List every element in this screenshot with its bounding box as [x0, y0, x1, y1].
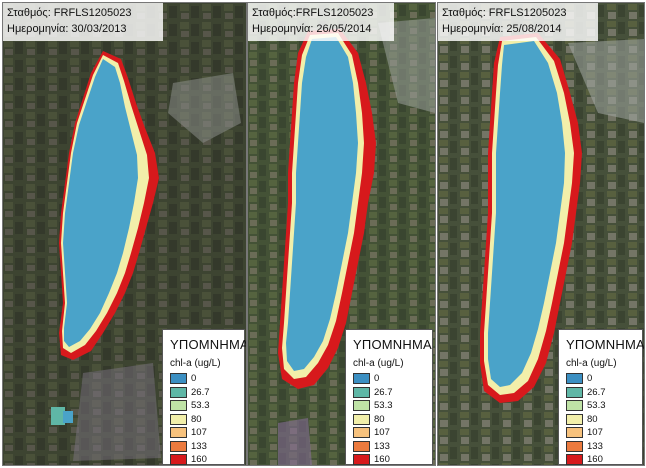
- legend-label: 0: [587, 373, 593, 385]
- lake-water: [63, 59, 138, 347]
- legend-row: 53.3: [346, 399, 432, 413]
- map-panel-3: Σταθμός: FRFLS1205023 Ημερομηνία: 25/08/…: [437, 2, 645, 466]
- legend-row: 26.7: [163, 386, 244, 400]
- legend-swatch: [566, 373, 583, 385]
- legend-row: 160: [346, 453, 432, 466]
- map-header-1: Σταθμός: FRFLS1205023 Ημερομηνία: 30/03/…: [3, 3, 163, 41]
- map-header-2: Σταθμός:FRFLS1205023 Ημερομηνία: 26/05/2…: [248, 3, 394, 41]
- map-panel-2: Σταθμός:FRFLS1205023 Ημερομηνία: 26/05/2…: [247, 2, 436, 466]
- legend-swatch: [353, 454, 370, 465]
- legend-row: 160: [559, 453, 642, 466]
- legend-swatch: [170, 454, 187, 465]
- legend-swatch: [353, 373, 370, 385]
- legend-swatch: [566, 454, 583, 465]
- legend-row: 133: [346, 440, 432, 454]
- legend-label: 107: [587, 427, 603, 439]
- legend-swatch: [353, 400, 370, 412]
- legend-label: 160: [374, 454, 390, 466]
- legend-swatch: [566, 427, 583, 439]
- rocky-area: [73, 363, 161, 461]
- legend-swatch: [353, 386, 370, 398]
- legend-swatch: [353, 440, 370, 452]
- legend-subtitle: chl-a (ug/L): [353, 358, 404, 369]
- legend-label: 53.3: [191, 400, 210, 412]
- legend-row: 26.7: [346, 386, 432, 400]
- legend-row: 0: [559, 372, 642, 386]
- map-panel-1: Σταθμός: FRFLS1205023 Ημερομηνία: 30/03/…: [2, 2, 247, 466]
- legend-label: 133: [587, 440, 603, 452]
- date-label: Ημερομηνία: 25/08/2014: [442, 23, 562, 35]
- legend-label: 133: [191, 440, 207, 452]
- date-label: Ημερομηνία: 30/03/2013: [7, 23, 127, 35]
- legend-swatch: [353, 413, 370, 425]
- rocky-area: [278, 418, 312, 465]
- legend-row: 80: [559, 413, 642, 427]
- legend-swatch: [566, 413, 583, 425]
- legend-title: ΥΠΟΜΝΗΜΑ: [566, 337, 645, 352]
- legend-2: ΥΠΟΜΝΗΜΑ chl-a (ug/L) 0 26.7 53.3 80 107…: [345, 329, 433, 465]
- legend-swatch: [566, 400, 583, 412]
- legend-swatch: [170, 400, 187, 412]
- legend-label: 80: [191, 413, 202, 425]
- legend-label: 53.3: [374, 400, 393, 412]
- legend-row: 0: [163, 372, 244, 386]
- legend-row: 107: [346, 426, 432, 440]
- satellite-map-3: [438, 3, 644, 465]
- legend-label: 0: [374, 373, 380, 385]
- legend-label: 26.7: [587, 386, 606, 398]
- town-area: [168, 73, 241, 143]
- legend-row: 0: [346, 372, 432, 386]
- legend-row: 26.7: [559, 386, 642, 400]
- legend-label: 107: [374, 427, 390, 439]
- legend-label: 160: [191, 454, 207, 466]
- town-area: [568, 39, 644, 123]
- legend-swatch: [170, 386, 187, 398]
- legend-swatch: [170, 427, 187, 439]
- legend-label: 107: [191, 427, 207, 439]
- station-label: Σταθμός: FRFLS1205023: [7, 7, 132, 19]
- legend-label: 133: [374, 440, 390, 452]
- legend-row: 133: [559, 440, 642, 454]
- lake-water: [286, 37, 358, 371]
- legend-row: 107: [559, 426, 642, 440]
- station-label: Σταθμός:FRFLS1205023: [252, 7, 374, 19]
- legend-label: 26.7: [374, 386, 393, 398]
- legend-swatch: [170, 440, 187, 452]
- legend-subtitle: chl-a (ug/L): [170, 358, 221, 369]
- legend-label: 53.3: [587, 400, 606, 412]
- legend-subtitle: chl-a (ug/L): [566, 358, 617, 369]
- legend-3: ΥΠΟΜΝΗΜΑ chl-a (ug/L) 0 26.7 53.3 80 107…: [558, 329, 645, 466]
- map-header-3: Σταθμός: FRFLS1205023 Ημερομηνία: 25/08/…: [438, 3, 598, 41]
- date-label: Ημερομηνία: 26/05/2014: [252, 23, 372, 35]
- legend-label: 80: [374, 413, 385, 425]
- station-label: Σταθμός: FRFLS1205023: [442, 7, 567, 19]
- legend-label: 0: [191, 373, 197, 385]
- legend-swatch: [170, 413, 187, 425]
- legend-label: 26.7: [191, 386, 210, 398]
- algae-patch: [51, 407, 73, 425]
- legend-row: 80: [163, 413, 244, 427]
- legend-row: 133: [163, 440, 244, 454]
- legend-row: 107: [163, 426, 244, 440]
- legend-row: 80: [346, 413, 432, 427]
- legend-row: 53.3: [559, 399, 642, 413]
- legend-title: ΥΠΟΜΝΗΜΑ: [353, 337, 432, 352]
- legend-title: ΥΠΟΜΝΗΜΑ: [170, 337, 247, 352]
- satellite-map-1: [3, 3, 246, 465]
- legend-swatch: [566, 440, 583, 452]
- town-area: [378, 18, 435, 113]
- legend-1: ΥΠΟΜΝΗΜΑ chl-a (ug/L) 0 26.7 53.3 80 107…: [162, 329, 247, 466]
- legend-label: 160: [587, 454, 603, 466]
- legend-row: 160: [163, 453, 244, 466]
- legend-swatch: [566, 386, 583, 398]
- satellite-map-2: [248, 3, 435, 465]
- lake-water: [488, 41, 565, 387]
- legend-swatch: [353, 427, 370, 439]
- legend-label: 80: [587, 413, 598, 425]
- legend-row: 53.3: [163, 399, 244, 413]
- legend-swatch: [170, 373, 187, 385]
